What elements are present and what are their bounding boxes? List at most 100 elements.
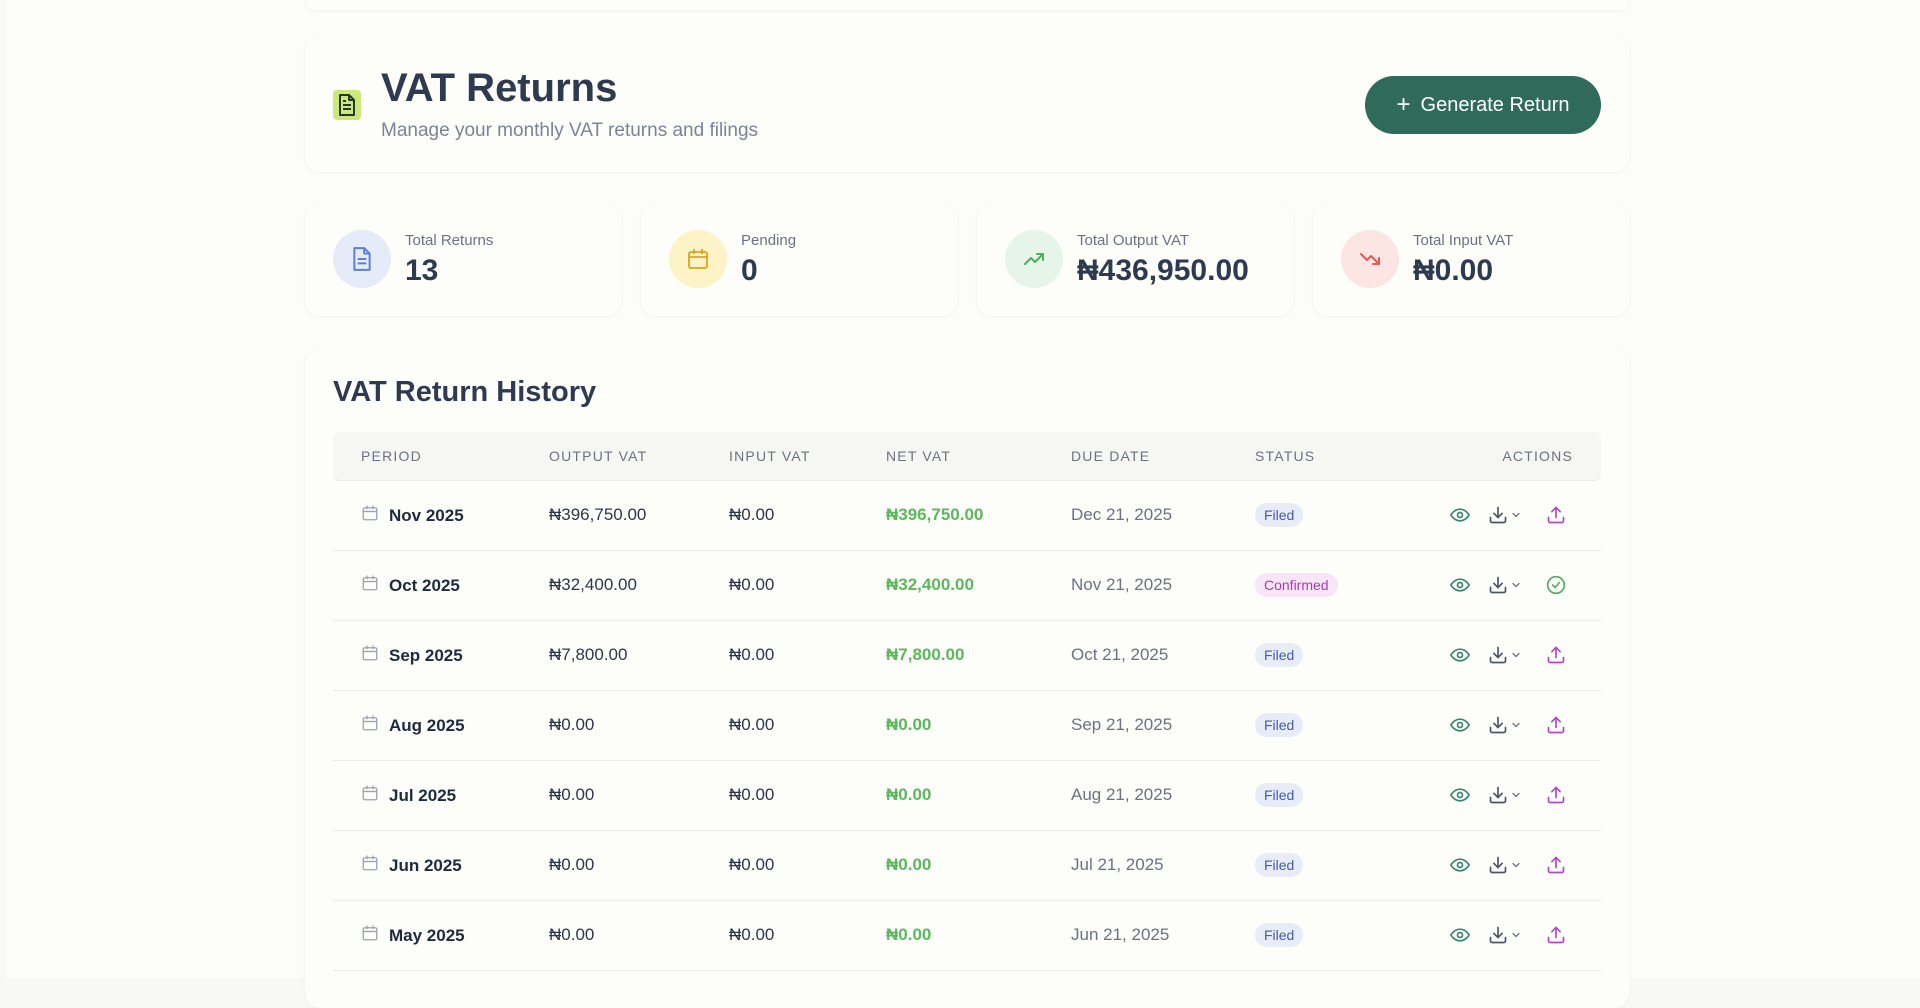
history-title: VAT Return History bbox=[333, 376, 597, 408]
view-eye-icon[interactable] bbox=[1449, 854, 1471, 876]
input-vat-value: ₦0.00 bbox=[729, 925, 775, 944]
stat-value: ₦436,950.00 bbox=[1077, 254, 1249, 287]
stat-card-total-returns: Total Returns 13 bbox=[305, 206, 621, 316]
upload-icon[interactable] bbox=[1545, 504, 1567, 526]
due-date-value: Aug 21, 2025 bbox=[1071, 785, 1173, 804]
table-row: May 2025 ₦0.00 ₦0.00 ₦0.00 Jun 21, 2025 … bbox=[333, 901, 1601, 971]
download-icon[interactable] bbox=[1487, 644, 1509, 666]
stat-label: Total Returns bbox=[405, 232, 494, 249]
download-icon[interactable] bbox=[1487, 924, 1509, 946]
download-icon[interactable] bbox=[1487, 504, 1509, 526]
net-vat-value: ₦7,800.00 bbox=[886, 645, 965, 664]
period-cell: Sep 2025 bbox=[361, 644, 463, 667]
calendar-icon bbox=[361, 784, 379, 807]
column-header-input-vat: INPUT VAT bbox=[729, 448, 811, 464]
calendar-icon bbox=[361, 714, 379, 737]
view-eye-icon[interactable] bbox=[1449, 504, 1471, 526]
previous-section-card bbox=[305, 0, 1629, 10]
column-header-actions: ACTIONS bbox=[1502, 448, 1573, 464]
table-row: Jun 2025 ₦0.00 ₦0.00 ₦0.00 Jul 21, 2025 … bbox=[333, 831, 1601, 901]
stat-label: Total Input VAT bbox=[1413, 232, 1514, 249]
stat-value: 0 bbox=[741, 254, 758, 287]
calendar-icon bbox=[361, 504, 379, 527]
output-vat-value: ₦32,400.00 bbox=[549, 575, 637, 594]
row-actions bbox=[1449, 644, 1589, 668]
download-icon[interactable] bbox=[1487, 784, 1509, 806]
output-vat-value: ₦0.00 bbox=[549, 785, 595, 804]
view-eye-icon[interactable] bbox=[1449, 574, 1471, 596]
stat-value: 13 bbox=[405, 254, 439, 287]
net-vat-value: ₦0.00 bbox=[886, 785, 932, 804]
download-icon[interactable] bbox=[1487, 714, 1509, 736]
input-vat-value: ₦0.00 bbox=[729, 785, 775, 804]
upload-icon[interactable] bbox=[1545, 924, 1567, 946]
chevron-down-icon[interactable] bbox=[1509, 504, 1523, 526]
view-eye-icon[interactable] bbox=[1449, 644, 1471, 666]
view-eye-icon[interactable] bbox=[1449, 714, 1471, 736]
period-cell: Aug 2025 bbox=[361, 714, 465, 737]
input-vat-value: ₦0.00 bbox=[729, 575, 775, 594]
period-cell: Jun 2025 bbox=[361, 854, 462, 877]
calendar-icon bbox=[361, 574, 379, 597]
chevron-down-icon[interactable] bbox=[1509, 784, 1523, 806]
upload-icon[interactable] bbox=[1545, 854, 1567, 876]
status-badge: Filed bbox=[1255, 643, 1304, 667]
due-date-value: Sep 21, 2025 bbox=[1071, 715, 1173, 734]
table-row: Jul 2025 ₦0.00 ₦0.00 ₦0.00 Aug 21, 2025 … bbox=[333, 761, 1601, 831]
stat-card-total-input-vat: Total Input VAT ₦0.00 bbox=[1313, 206, 1629, 316]
download-icon[interactable] bbox=[1487, 574, 1509, 596]
period-cell: Oct 2025 bbox=[361, 574, 460, 597]
stat-card-total-output-vat: Total Output VAT ₦436,950.00 bbox=[977, 206, 1293, 316]
table-row: Nov 2025 ₦396,750.00 ₦0.00 ₦396,750.00 D… bbox=[333, 481, 1601, 551]
row-actions bbox=[1449, 574, 1589, 598]
due-date-value: Jun 21, 2025 bbox=[1071, 925, 1170, 944]
chevron-down-icon[interactable] bbox=[1509, 924, 1523, 946]
page-subtitle: Manage your monthly VAT returns and fili… bbox=[381, 120, 759, 141]
row-actions bbox=[1449, 854, 1589, 878]
status-badge: Filed bbox=[1255, 853, 1304, 877]
status-badge: Confirmed bbox=[1255, 573, 1338, 597]
view-eye-icon[interactable] bbox=[1449, 784, 1471, 806]
upload-icon[interactable] bbox=[1545, 714, 1567, 736]
generate-return-button[interactable]: + Generate Return bbox=[1365, 76, 1601, 134]
vat-returns-table: PERIOD OUTPUT VAT INPUT VAT NET VAT DUE … bbox=[333, 432, 1601, 971]
calendar-icon bbox=[669, 230, 727, 288]
net-vat-value: ₦32,400.00 bbox=[886, 575, 974, 594]
generate-return-label: Generate Return bbox=[1420, 93, 1570, 116]
status-badge: Filed bbox=[1255, 503, 1304, 527]
view-eye-icon[interactable] bbox=[1449, 924, 1471, 946]
output-vat-value: ₦7,800.00 bbox=[549, 645, 628, 664]
net-vat-value: ₦0.00 bbox=[886, 715, 932, 734]
net-vat-value: ₦0.00 bbox=[886, 855, 932, 874]
confirmed-check-icon[interactable] bbox=[1545, 574, 1567, 596]
chevron-down-icon[interactable] bbox=[1509, 644, 1523, 666]
column-header-output-vat: OUTPUT VAT bbox=[549, 448, 648, 464]
column-header-net-vat: NET VAT bbox=[886, 448, 952, 464]
page-header-card: VAT Returns Manage your monthly VAT retu… bbox=[305, 38, 1629, 172]
period-label: Nov 2025 bbox=[389, 505, 464, 525]
document-icon bbox=[333, 230, 391, 288]
period-label: Oct 2025 bbox=[389, 575, 460, 595]
stat-card-pending: Pending 0 bbox=[641, 206, 957, 316]
row-actions bbox=[1449, 924, 1589, 948]
upload-icon[interactable] bbox=[1545, 644, 1567, 666]
upload-icon[interactable] bbox=[1545, 784, 1567, 806]
chevron-down-icon[interactable] bbox=[1509, 574, 1523, 596]
due-date-value: Jul 21, 2025 bbox=[1071, 855, 1164, 874]
period-cell: Jul 2025 bbox=[361, 784, 456, 807]
chevron-down-icon[interactable] bbox=[1509, 714, 1523, 736]
chevron-down-icon[interactable] bbox=[1509, 854, 1523, 876]
row-actions bbox=[1449, 714, 1589, 738]
calendar-icon bbox=[361, 924, 379, 947]
page-title: VAT Returns bbox=[381, 66, 618, 110]
page-background: VAT Returns Manage your monthly VAT retu… bbox=[5, 0, 1920, 1008]
due-date-value: Dec 21, 2025 bbox=[1071, 505, 1173, 524]
output-vat-value: ₦0.00 bbox=[549, 855, 595, 874]
column-header-status: STATUS bbox=[1255, 448, 1316, 464]
period-cell: Nov 2025 bbox=[361, 504, 464, 527]
download-icon[interactable] bbox=[1487, 854, 1509, 876]
table-row: Aug 2025 ₦0.00 ₦0.00 ₦0.00 Sep 21, 2025 … bbox=[333, 691, 1601, 761]
stat-value: ₦0.00 bbox=[1413, 254, 1494, 287]
column-header-due-date: DUE DATE bbox=[1071, 448, 1151, 464]
row-actions bbox=[1449, 784, 1589, 808]
